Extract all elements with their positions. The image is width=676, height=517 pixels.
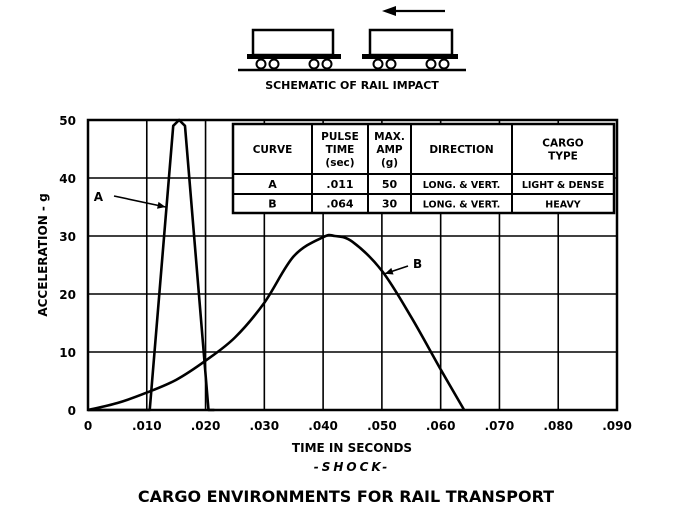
series-b-line: [87, 233, 466, 412]
y-tick-label: 20: [59, 288, 76, 302]
table-header-cell: MAX. AMP (g): [374, 131, 405, 169]
table-cell: A: [268, 178, 277, 191]
plot-frame: [86, 118, 619, 412]
table-cell: 30: [382, 198, 398, 211]
rail-car-right-icon: [362, 28, 458, 70]
table-header-cell: CARGO TYPE: [542, 138, 584, 163]
x-tick-label: .070: [485, 419, 515, 433]
data-table: CURVE PULSE TIME (sec) MAX. AMP (g) DIRECTION CA…: [231, 122, 616, 215]
x-tick-label: .030: [250, 419, 280, 433]
table-cell: HEAVY: [545, 200, 581, 211]
schematic: SCHEMATIC OF RAIL IMPACT: [238, 6, 466, 92]
y-tick-label: 40: [59, 172, 76, 186]
x-axis-label: TIME IN SECONDS: [292, 441, 412, 455]
arrow-left-icon: [382, 6, 445, 16]
series-label-b: B: [413, 257, 422, 271]
y-axis-label: ACCELERATION - g: [36, 193, 50, 316]
table-frame: [231, 122, 616, 215]
x-tick-label: .020: [191, 419, 221, 433]
x-tick-label: .080: [543, 419, 573, 433]
chart-subtitle: -SHOCK-: [314, 460, 390, 474]
table-cell: LONG. & VERT.: [423, 200, 500, 211]
y-tick-label: 50: [59, 114, 76, 128]
series-a-line: [88, 118, 215, 412]
leader-arrow-b: [384, 267, 394, 275]
table-header-cell: PULSE TIME (sec): [321, 131, 359, 169]
table-cell: .011: [326, 178, 353, 191]
x-tick-label: 0: [84, 419, 92, 433]
x-tick-label: .090: [602, 419, 632, 433]
y-tick-label: 30: [59, 230, 76, 244]
y-tick-label: 0: [68, 404, 76, 418]
x-tick-label: .060: [426, 419, 456, 433]
schematic-caption: SCHEMATIC OF RAIL IMPACT: [265, 79, 439, 92]
table-cell: LIGHT & DENSE: [522, 180, 604, 191]
chart-title: CARGO ENVIRONMENTS FOR RAIL TRANSPORT: [138, 487, 554, 506]
x-tick-label: .050: [367, 419, 397, 433]
annotations: AB: [94, 190, 422, 275]
table-cell: B: [268, 198, 276, 211]
leader-arrow-a: [157, 201, 166, 209]
x-tick-label: .010: [132, 419, 162, 433]
table-header-cell: DIRECTION: [429, 144, 493, 156]
series-lines: [87, 118, 466, 412]
y-tick-label: 10: [59, 346, 76, 360]
series-label-a: A: [94, 190, 104, 204]
table-header-cell: CURVE: [253, 144, 293, 156]
table-cell: .064: [326, 198, 353, 211]
tick-labels: 0 .010 .020 .030 .040 .050 .060 .070 .080 .090 0 10…: [59, 114, 632, 433]
table-cell: LONG. & VERT.: [423, 180, 500, 191]
leader-line-a: [113, 195, 166, 208]
rail-car-left-icon: [247, 28, 341, 70]
x-tick-label: .040: [308, 419, 338, 433]
table-cell: 50: [382, 178, 398, 191]
